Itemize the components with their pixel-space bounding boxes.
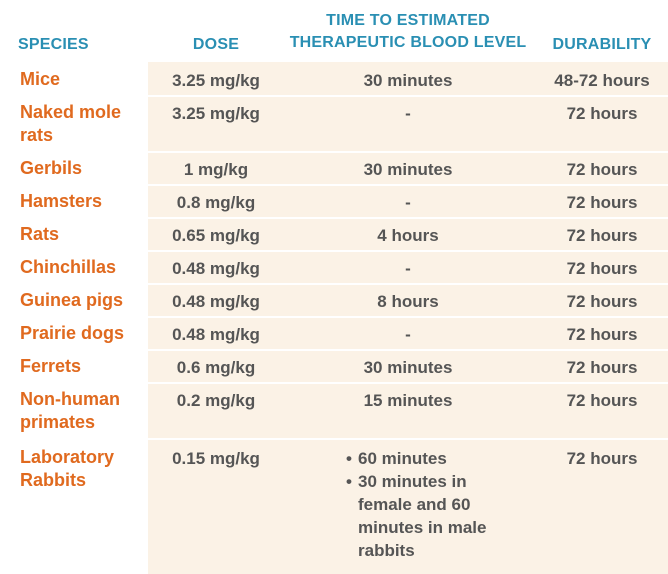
row-divider	[0, 438, 668, 440]
dose-cell: 0.48 mg/kg	[172, 325, 260, 344]
row-divider	[0, 382, 668, 384]
row-divider	[0, 316, 668, 318]
time-cell: -	[405, 104, 411, 123]
dose-cell: 0.48 mg/kg	[172, 259, 260, 278]
row-divider	[0, 283, 668, 285]
species-cell: Prairie dogs	[20, 323, 125, 343]
table-row: Naked mole rats 3.25 mg/kg - 72 hours	[0, 95, 668, 151]
time-bullet-list: 60 minutes 30 minutes in female and 60 m…	[346, 447, 516, 562]
table-row: Ferrets 0.6 mg/kg 30 minutes 72 hours	[0, 349, 668, 382]
species-cell: Gerbils	[20, 158, 83, 178]
header-time-line1: TIME TO ESTIMATED	[326, 12, 490, 29]
time-cell: -	[405, 259, 411, 278]
table-row: Hamsters 0.8 mg/kg - 72 hours	[0, 184, 668, 217]
species-cell: Non-human primates	[20, 389, 120, 432]
species-cell: Rats	[20, 224, 60, 244]
durability-cell: 72 hours	[566, 193, 638, 212]
species-cell: Chinchillas	[20, 257, 117, 277]
species-cell: Ferrets	[20, 356, 82, 376]
time-bullet-item: 60 minutes	[346, 447, 516, 470]
table-row: Gerbils 1 mg/kg 30 minutes 72 hours	[0, 151, 668, 184]
species-cell: Naked mole rats	[20, 102, 122, 145]
durability-cell: 72 hours	[566, 292, 638, 311]
header-time-line2: THERAPEUTIC BLOOD LEVEL	[289, 34, 527, 51]
durability-cell: 48-72 hours	[554, 71, 650, 90]
header-durability: DURABILITY	[552, 36, 652, 53]
species-cell: Laboratory Rabbits	[20, 447, 115, 490]
table-row: Laboratory Rabbits 0.15 mg/kg 60 minutes…	[0, 440, 668, 574]
row-divider	[0, 217, 668, 219]
time-cell: -	[405, 325, 411, 344]
dose-cell: 0.65 mg/kg	[172, 226, 260, 245]
time-cell: 30 minutes	[363, 160, 453, 179]
table-row: Mice 3.25 mg/kg 30 minutes 48-72 hours	[0, 62, 668, 95]
dose-cell: 3.25 mg/kg	[172, 71, 260, 90]
time-bullet-item: 30 minutes in female and 60 minutes in m…	[346, 470, 516, 562]
durability-cell: 72 hours	[566, 104, 638, 123]
row-divider	[0, 184, 668, 186]
row-divider	[0, 151, 668, 153]
durability-cell: 72 hours	[566, 325, 638, 344]
dose-cell: 1 mg/kg	[183, 160, 249, 179]
table-row: Guinea pigs 0.48 mg/kg 8 hours 72 hours	[0, 283, 668, 316]
row-divider	[0, 250, 668, 252]
dose-cell: 0.8 mg/kg	[176, 193, 256, 212]
row-divider	[0, 349, 668, 351]
durability-cell: 72 hours	[566, 449, 638, 468]
dose-cell: 3.25 mg/kg	[172, 104, 260, 123]
durability-cell: 72 hours	[566, 358, 638, 377]
durability-cell: 72 hours	[566, 259, 638, 278]
time-cell: 15 minutes	[363, 391, 453, 410]
species-cell: Guinea pigs	[20, 290, 124, 310]
dose-cell: 0.6 mg/kg	[176, 358, 256, 377]
table-header: SPECIES DOSE TIME TO ESTIMATED THERAPEUT…	[0, 0, 668, 62]
time-cell: 30 minutes	[363, 71, 453, 90]
dose-cell: 0.48 mg/kg	[172, 292, 260, 311]
table-row: Chinchillas 0.48 mg/kg - 72 hours	[0, 250, 668, 283]
time-cell: 30 minutes	[363, 358, 453, 377]
table-row: Non-human primates 0.2 mg/kg 15 minutes …	[0, 382, 668, 438]
durability-cell: 72 hours	[566, 226, 638, 245]
species-cell: Hamsters	[20, 191, 103, 211]
time-cell: -	[405, 193, 411, 212]
header-species: SPECIES	[18, 36, 89, 53]
table-row: Rats 0.65 mg/kg 4 hours 72 hours	[0, 217, 668, 250]
header-dose: DOSE	[192, 36, 240, 53]
time-cell: 4 hours	[377, 226, 439, 245]
row-divider	[0, 95, 668, 97]
table-row: Prairie dogs 0.48 mg/kg - 72 hours	[0, 316, 668, 349]
durability-cell: 72 hours	[566, 391, 638, 410]
time-cell: 8 hours	[377, 292, 439, 311]
durability-cell: 72 hours	[566, 160, 638, 179]
dose-cell: 0.2 mg/kg	[176, 391, 256, 410]
species-cell: Mice	[20, 69, 61, 89]
header-time: TIME TO ESTIMATED THERAPEUTIC BLOOD LEVE…	[280, 10, 536, 54]
dose-cell: 0.15 mg/kg	[172, 449, 260, 468]
